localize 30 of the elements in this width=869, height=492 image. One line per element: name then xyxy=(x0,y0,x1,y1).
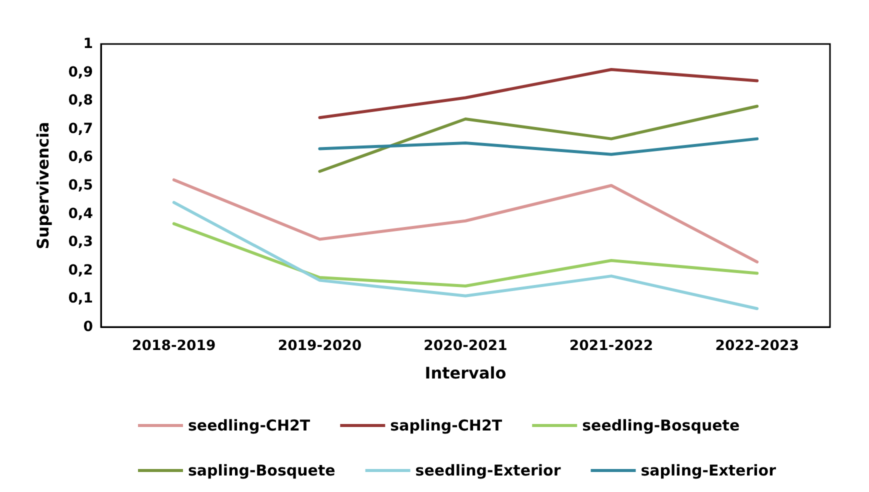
x-tick-label: 2022-2023 xyxy=(715,338,799,354)
legend-label: seedling-Exterior xyxy=(415,462,562,480)
y-tick-label: 0,7 xyxy=(68,120,93,137)
y-tick-label: 0,8 xyxy=(68,92,93,109)
y-tick-label: 0,3 xyxy=(68,234,93,250)
y-tick-label: 0,2 xyxy=(68,262,93,278)
x-tick-label: 2020-2021 xyxy=(424,338,508,354)
y-axis-title: Supervivencia xyxy=(34,122,52,250)
legend-label: seedling-Bosquete xyxy=(582,416,740,434)
x-tick-label: 2021-2022 xyxy=(569,338,654,354)
legend-label: sapling-Bosquete xyxy=(188,462,336,480)
x-tick-label: 2019-2020 xyxy=(278,338,362,354)
y-tick-label: 0,9 xyxy=(68,64,93,80)
line-series xyxy=(318,137,759,156)
line-series xyxy=(318,104,759,173)
y-tick-label: 0,5 xyxy=(68,178,93,194)
y-tick-label: 0,6 xyxy=(68,149,93,166)
legend-label: sapling-Exterior xyxy=(640,462,777,480)
line-series xyxy=(318,68,759,120)
legend-label: seedling-CH2T xyxy=(188,416,311,434)
y-tick-label: 0,4 xyxy=(68,206,94,222)
line-series xyxy=(172,222,759,288)
x-axis-title: Intervalo xyxy=(424,364,506,382)
line-series xyxy=(172,178,759,264)
x-tick-label: 2018-2019 xyxy=(132,338,216,354)
y-tick-label: 0,1 xyxy=(68,290,93,307)
legend-label: sapling-CH2T xyxy=(390,416,503,434)
y-tick-label: 0 xyxy=(83,319,94,335)
line-series xyxy=(172,200,759,310)
y-tick-label: 1 xyxy=(83,36,93,52)
